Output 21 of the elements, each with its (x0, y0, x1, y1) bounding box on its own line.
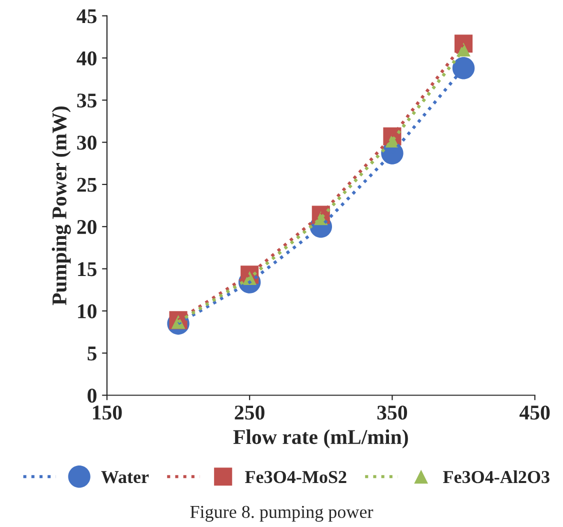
y-tick-label: 0 (88, 388, 96, 403)
x-tick-label: 450 (520, 406, 550, 420)
y-tick-label: 10 (78, 304, 96, 318)
x-tick-label: 150 (93, 406, 122, 420)
y-tick-label: 30 (77, 136, 96, 150)
caption: Figure 8. pumping power (190, 506, 374, 522)
point (452, 56, 475, 80)
y-tick-label: 35 (77, 94, 96, 108)
y-tick-label: 45 (76, 9, 96, 24)
y-tick-label: 25 (77, 178, 96, 192)
y-tick-label: 20 (77, 220, 96, 234)
legend-label: Fe3O4-MoS2 (245, 470, 346, 484)
y-tick-label: 15 (78, 262, 96, 276)
x-axis-title: Flow rate (mL/min) (233, 429, 408, 448)
x-tick-label: 250 (234, 406, 264, 420)
legend-label: Water (101, 471, 149, 484)
legend-label: Fe3O4-Al2O3 (443, 470, 550, 484)
x-tick-label: 350 (377, 406, 408, 420)
y-tick-label: 5 (88, 346, 96, 361)
y-axis-title: Pumping Power (mW) (52, 106, 71, 306)
y-tick-label: 40 (76, 51, 96, 66)
